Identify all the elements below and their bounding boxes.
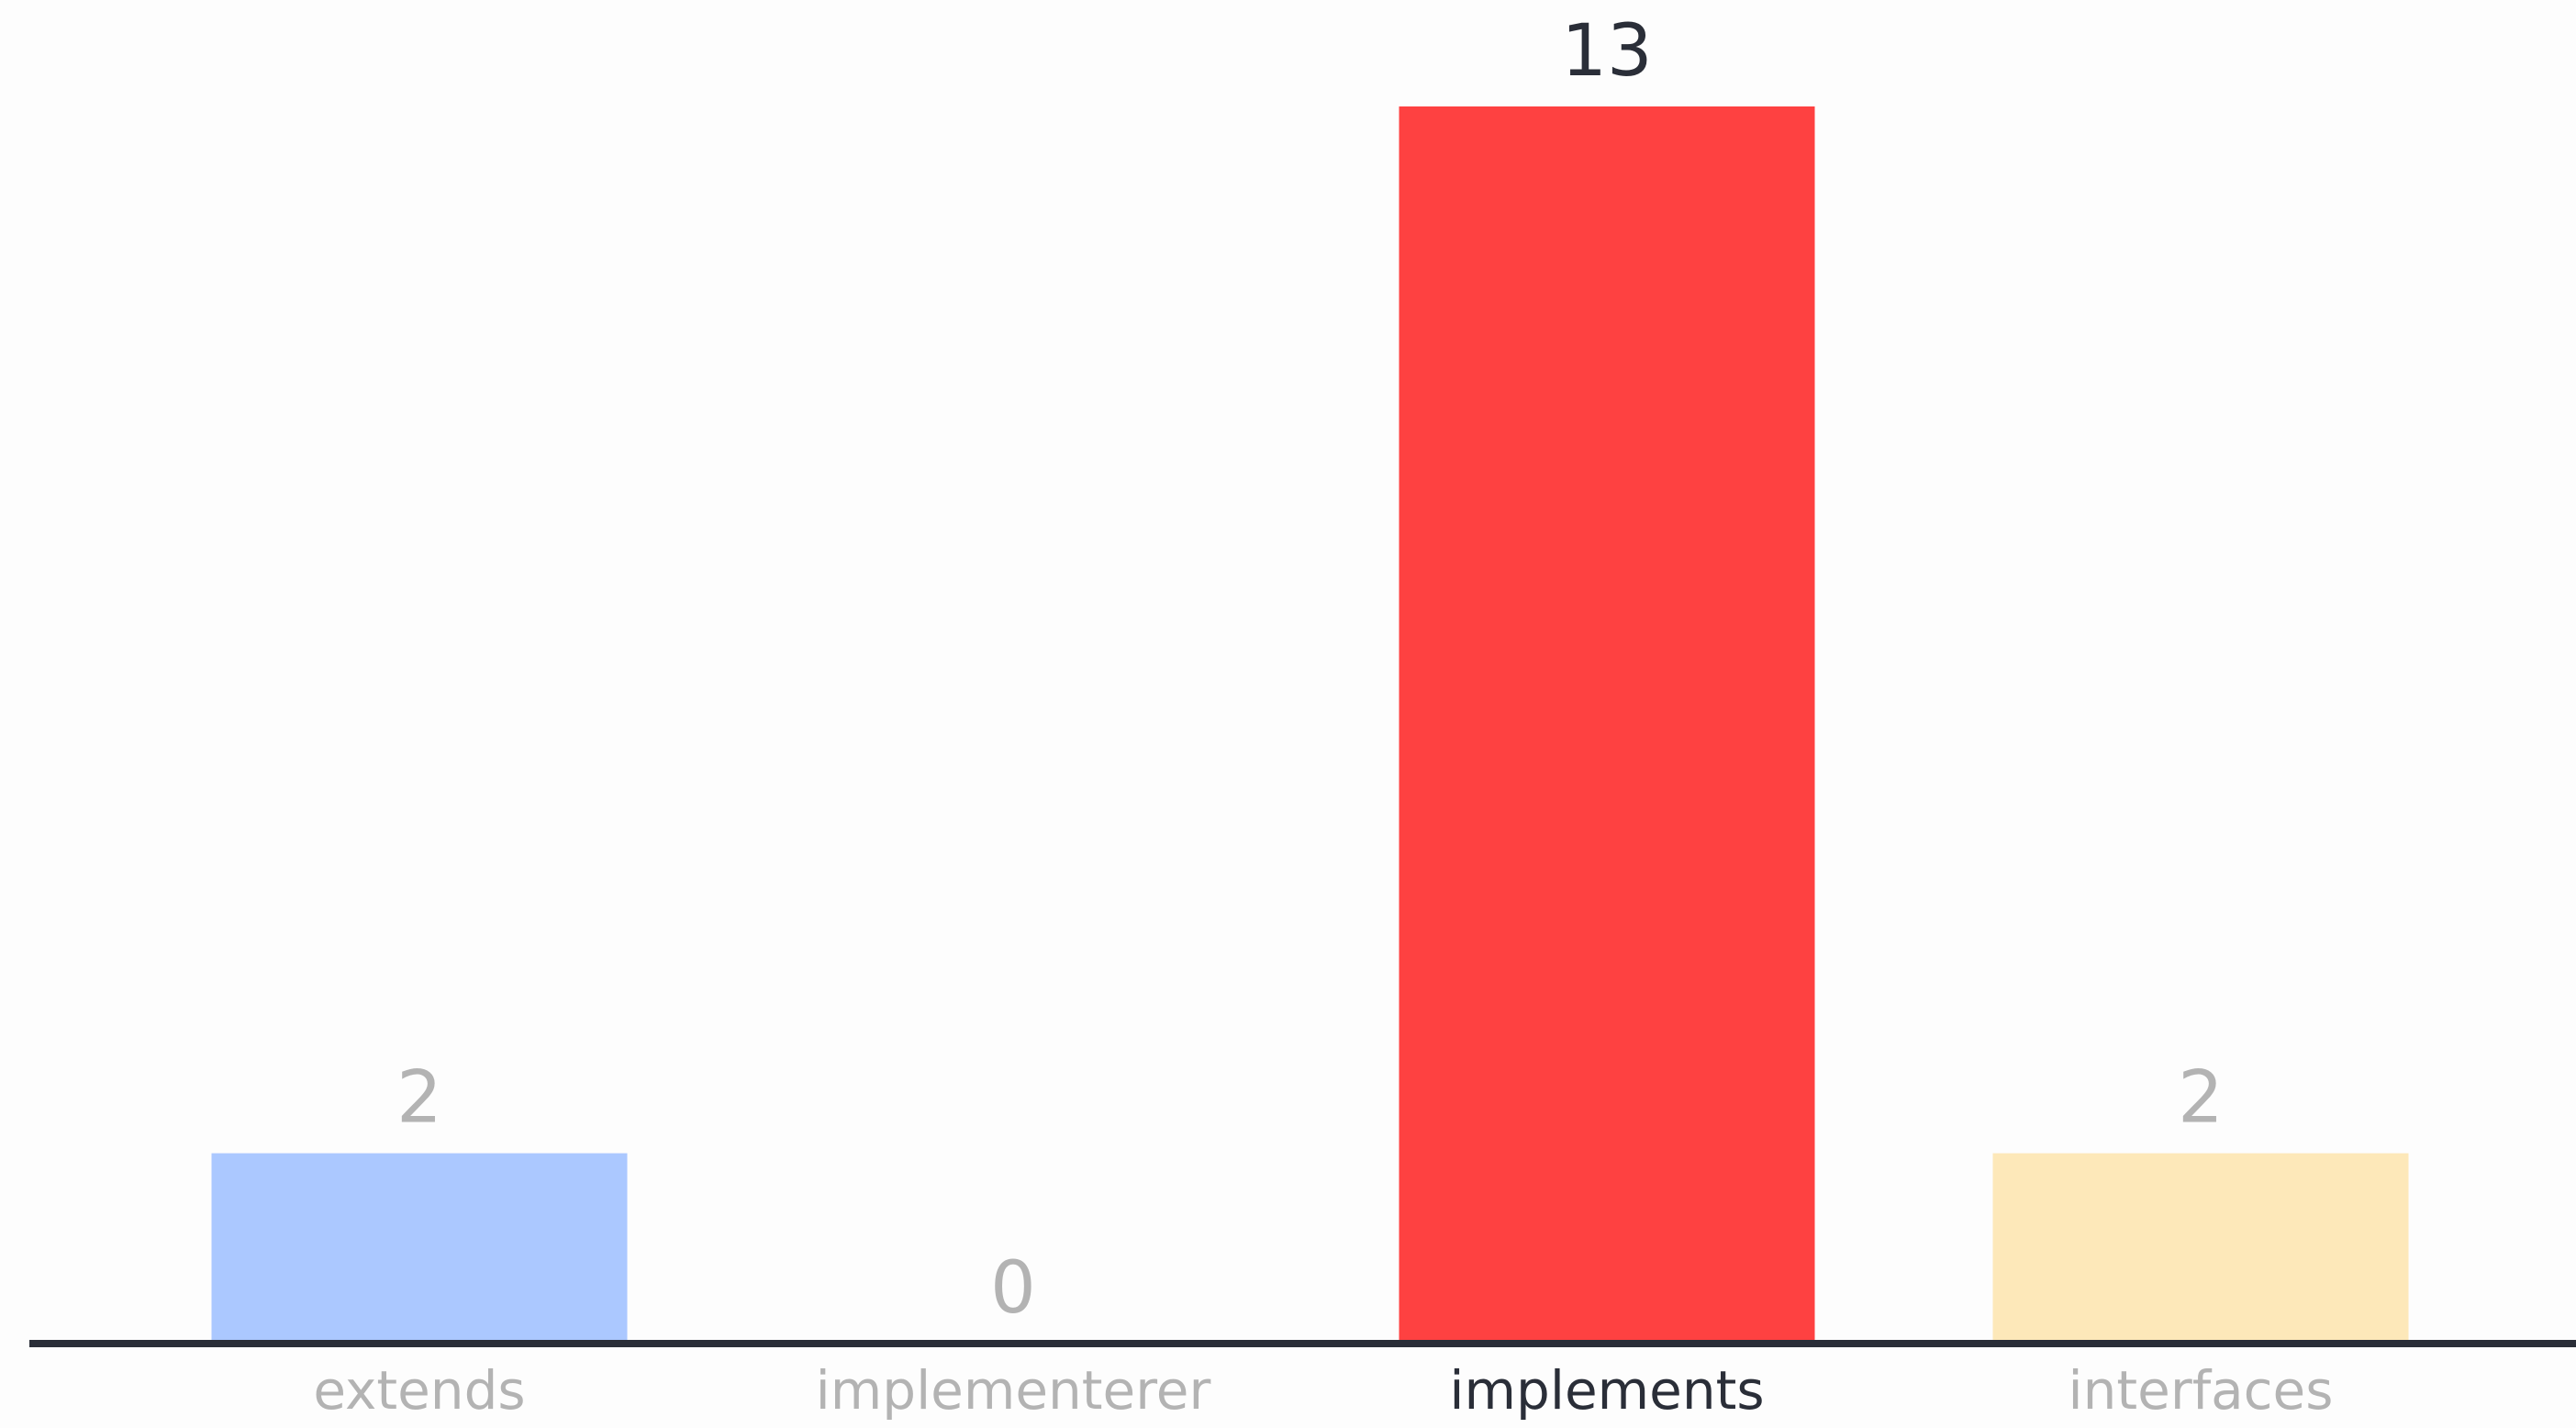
bar-extends xyxy=(211,1153,628,1344)
bars-group xyxy=(211,106,2409,1344)
bar-interfaces xyxy=(1992,1153,2409,1344)
value-label-implementerer: 0 xyxy=(990,1247,1036,1330)
value-labels-group: 2 0 13 2 xyxy=(396,10,2224,1330)
category-label-interfaces: interfaces xyxy=(2069,1359,2334,1422)
value-label-interfaces: 2 xyxy=(2178,1057,2224,1140)
category-label-implementerer: implementerer xyxy=(816,1359,1211,1422)
category-labels-group: extends implementerer implements interfaces xyxy=(313,1359,2333,1422)
bar-implements xyxy=(1399,106,1815,1344)
category-label-implements: implements xyxy=(1449,1359,1764,1422)
category-label-extends: extends xyxy=(313,1359,525,1422)
value-label-implements: 13 xyxy=(1561,10,1652,93)
value-label-extends: 2 xyxy=(396,1057,442,1140)
